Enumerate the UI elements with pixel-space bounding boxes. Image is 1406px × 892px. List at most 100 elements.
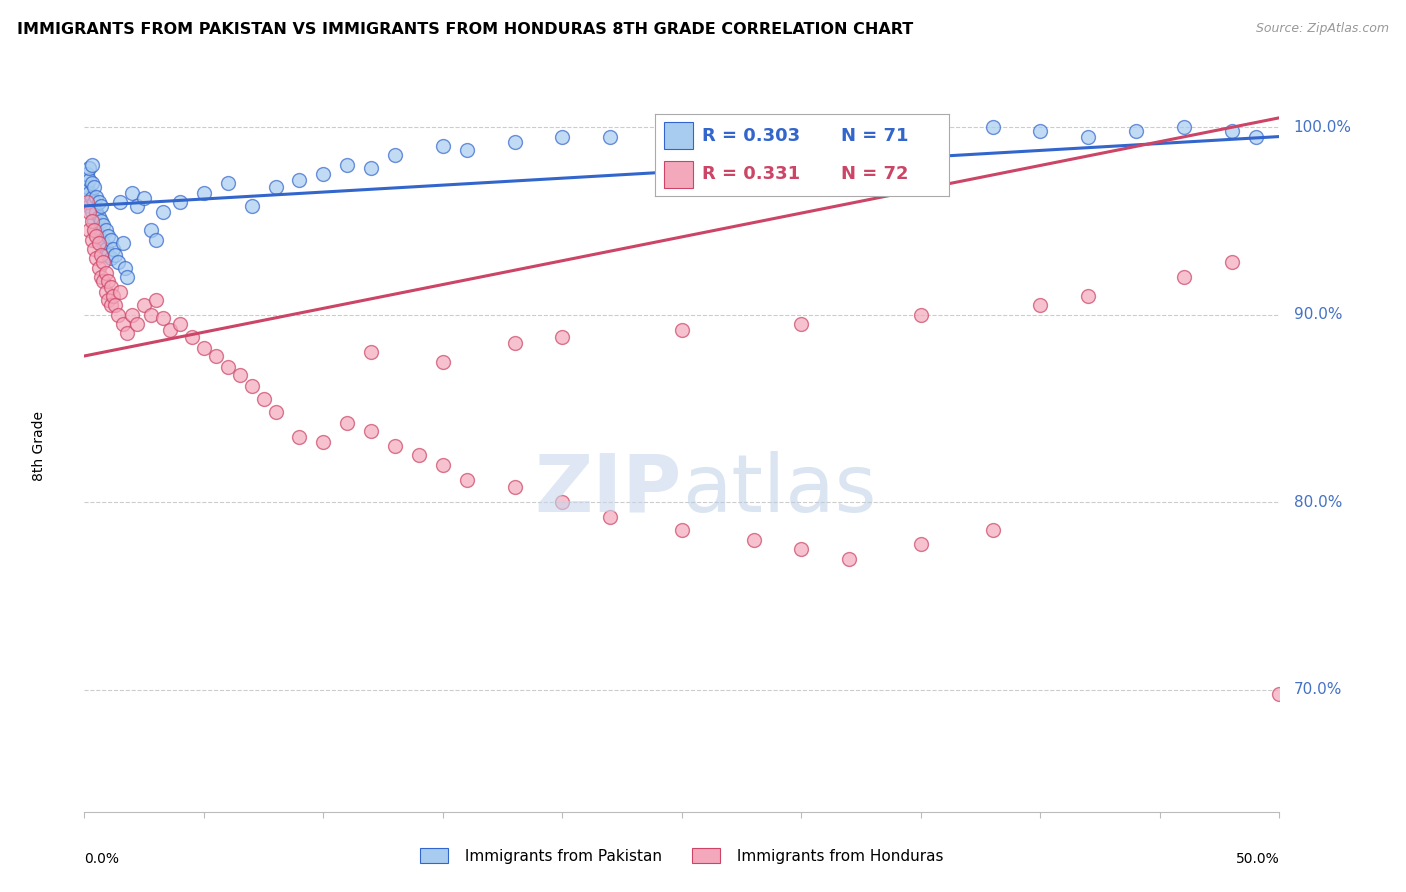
Point <box>90 214 112 228</box>
Point <box>125 199 148 213</box>
Point <box>312 435 335 450</box>
Point <box>80 158 103 172</box>
Point <box>104 298 127 312</box>
Point <box>145 293 167 307</box>
Point <box>76 180 98 194</box>
Point <box>742 124 765 138</box>
Point <box>432 139 454 153</box>
Point <box>671 524 693 538</box>
Point <box>456 143 478 157</box>
Point <box>90 270 112 285</box>
Point <box>111 236 134 251</box>
Point <box>432 458 454 472</box>
Point <box>100 298 122 312</box>
Point <box>86 189 108 203</box>
Point <box>1125 124 1147 138</box>
Point <box>145 233 167 247</box>
Point <box>1220 124 1243 138</box>
Point <box>87 236 110 251</box>
Point <box>217 360 239 375</box>
Point <box>121 308 143 322</box>
Text: 8th Grade: 8th Grade <box>32 411 46 481</box>
Point <box>93 274 115 288</box>
Point <box>77 204 100 219</box>
Point <box>205 349 228 363</box>
Point <box>97 293 120 307</box>
Text: atlas: atlas <box>682 450 876 529</box>
Text: Source: ZipAtlas.com: Source: ZipAtlas.com <box>1256 22 1389 36</box>
Point <box>86 252 108 266</box>
Point <box>240 379 263 393</box>
Point <box>551 330 574 344</box>
Point <box>981 524 1004 538</box>
Point <box>360 161 382 176</box>
Point <box>76 191 98 205</box>
Point <box>125 317 148 331</box>
Text: R = 0.303: R = 0.303 <box>702 127 800 145</box>
Point <box>101 242 124 256</box>
Point <box>159 323 181 337</box>
Point <box>110 285 132 300</box>
Text: IMMIGRANTS FROM PAKISTAN VS IMMIGRANTS FROM HONDURAS 8TH GRADE CORRELATION CHART: IMMIGRANTS FROM PAKISTAN VS IMMIGRANTS F… <box>17 22 912 37</box>
Bar <box>664 122 693 149</box>
Point <box>1077 129 1099 144</box>
Point <box>80 214 103 228</box>
Text: ZIP: ZIP <box>534 450 682 529</box>
Text: 100.0%: 100.0% <box>1294 120 1351 135</box>
Point <box>1077 289 1099 303</box>
Point <box>551 129 574 144</box>
Point <box>132 191 156 205</box>
Text: 80.0%: 80.0% <box>1294 495 1343 509</box>
Point <box>790 317 813 331</box>
Legend:  Immigrants from Pakistan,  Immigrants from Honduras: Immigrants from Pakistan, Immigrants fro… <box>413 842 950 870</box>
Point <box>193 342 215 356</box>
Point <box>141 308 163 322</box>
Point <box>100 233 122 247</box>
Point <box>110 195 132 210</box>
Point <box>503 480 526 494</box>
Point <box>100 252 122 266</box>
Point <box>1173 270 1195 285</box>
Point <box>152 204 174 219</box>
Point <box>599 129 621 144</box>
Point <box>312 167 335 181</box>
Point <box>1268 687 1291 701</box>
Point <box>253 392 276 406</box>
Point <box>981 120 1004 135</box>
Point <box>90 199 112 213</box>
Point <box>97 248 120 262</box>
Point <box>80 233 103 247</box>
Point <box>76 167 98 181</box>
Point <box>86 223 108 237</box>
Point <box>87 229 110 244</box>
Point <box>83 180 105 194</box>
Point <box>910 308 932 322</box>
Point <box>83 223 105 237</box>
Point <box>97 274 120 288</box>
Point <box>77 186 100 200</box>
Point <box>93 255 115 269</box>
Point <box>503 135 526 149</box>
Point <box>117 270 139 285</box>
Point <box>101 289 124 303</box>
Point <box>117 326 139 341</box>
Point <box>1029 124 1052 138</box>
Point <box>229 368 252 382</box>
Point <box>838 124 860 138</box>
Point <box>87 195 110 210</box>
Point <box>107 255 129 269</box>
Point <box>336 417 359 431</box>
Point <box>80 204 103 219</box>
Point <box>80 191 103 205</box>
Point <box>76 195 98 210</box>
Point <box>94 223 117 237</box>
Point <box>264 405 287 419</box>
Point <box>336 158 359 172</box>
Point <box>77 223 100 237</box>
Point <box>288 172 311 186</box>
Text: R = 0.331: R = 0.331 <box>702 166 800 184</box>
Point <box>83 195 105 210</box>
Point <box>193 186 215 200</box>
Point <box>599 510 621 524</box>
Point <box>90 248 112 262</box>
